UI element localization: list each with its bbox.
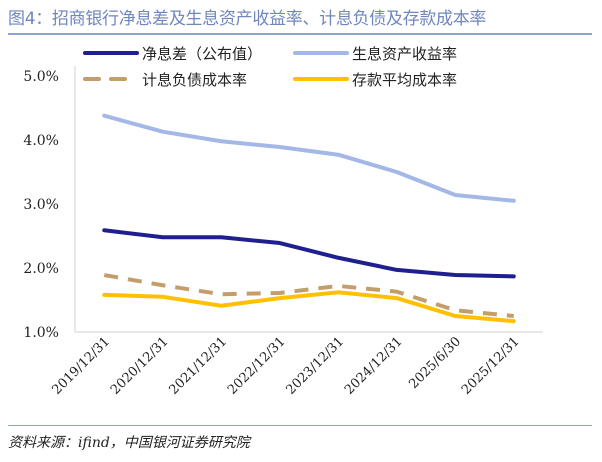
legend-label: 净息差（公布值） [142, 45, 262, 63]
series-line-1 [102, 113, 516, 203]
y-tick-label: 1.0% [23, 325, 59, 341]
legend-label: 存款平均成本率 [352, 71, 457, 89]
series-line-2 [103, 273, 514, 318]
title-divider [8, 33, 592, 35]
legend-label: 生息资产收益率 [352, 45, 457, 63]
x-tick-label: 2025/6/30 [406, 334, 464, 392]
y-tick-label: 2.0% [23, 261, 59, 277]
x-tick-label: 2022/12/31 [225, 334, 289, 398]
x-tick-label: 2021/12/31 [166, 334, 230, 398]
y-tick-label: 4.0% [23, 133, 59, 149]
series-line-0 [102, 228, 516, 279]
y-tick-label: 3.0% [23, 197, 59, 213]
legend-label: 计息负债成本率 [142, 71, 247, 89]
x-tick-label: 2020/12/31 [108, 334, 172, 398]
source-divider [8, 425, 592, 426]
source-note: 资料来源：ifind，中国银河证券研究院 [8, 435, 250, 451]
series-line-3 [102, 290, 516, 324]
x-tick-label: 2023/12/31 [283, 334, 347, 398]
y-tick-label: 5.0% [23, 69, 59, 85]
x-tick-label: 2025/12/31 [459, 334, 523, 398]
chart-title: 图4：招商银行净息差及生息资产收益率、计息负债及存款成本率 [8, 9, 487, 29]
x-tick-label: 2024/12/31 [342, 334, 406, 398]
x-tick-label: 2019/12/31 [49, 334, 113, 398]
